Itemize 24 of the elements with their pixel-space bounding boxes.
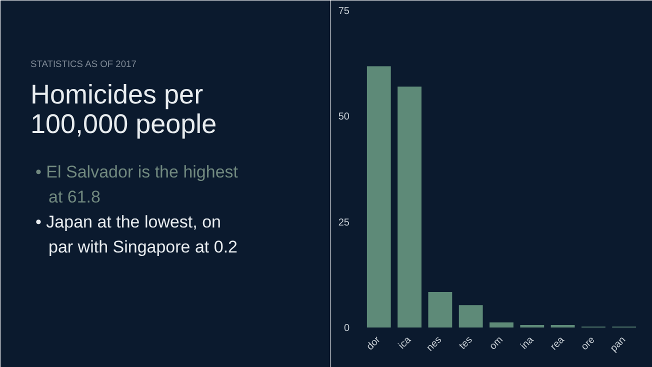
bar	[458, 305, 483, 328]
x-tick-label: om	[488, 334, 506, 352]
bar	[550, 324, 575, 328]
x-tick-label: ore	[579, 334, 598, 353]
y-tick-label: 50	[338, 112, 350, 123]
bar	[520, 324, 544, 328]
y-tick-label: 25	[338, 217, 350, 228]
bar	[490, 322, 514, 328]
text: Homicides per 100,000 people	[30, 80, 217, 139]
bar	[398, 86, 422, 328]
text: • Japan at the lowest, on par with Singapore at 0.2	[36, 212, 238, 257]
x-tick-label: ina	[518, 334, 536, 352]
x-tick-label: rea	[548, 334, 568, 353]
text: STATISTICS AS OF 2017	[30, 59, 136, 70]
y-tick-label: 75	[338, 6, 350, 17]
x-tick-label: nes	[424, 334, 444, 354]
text: • El Salvador is the highest at 61.8	[36, 162, 238, 207]
x-tick-label: pan	[608, 334, 628, 354]
y-tick-label: 0	[344, 323, 350, 334]
bar	[366, 66, 391, 328]
x-tick-label: ica	[396, 334, 414, 352]
x-tick-label: dor	[364, 334, 384, 353]
x-tick-label: tes	[458, 334, 475, 352]
bar	[428, 292, 452, 328]
